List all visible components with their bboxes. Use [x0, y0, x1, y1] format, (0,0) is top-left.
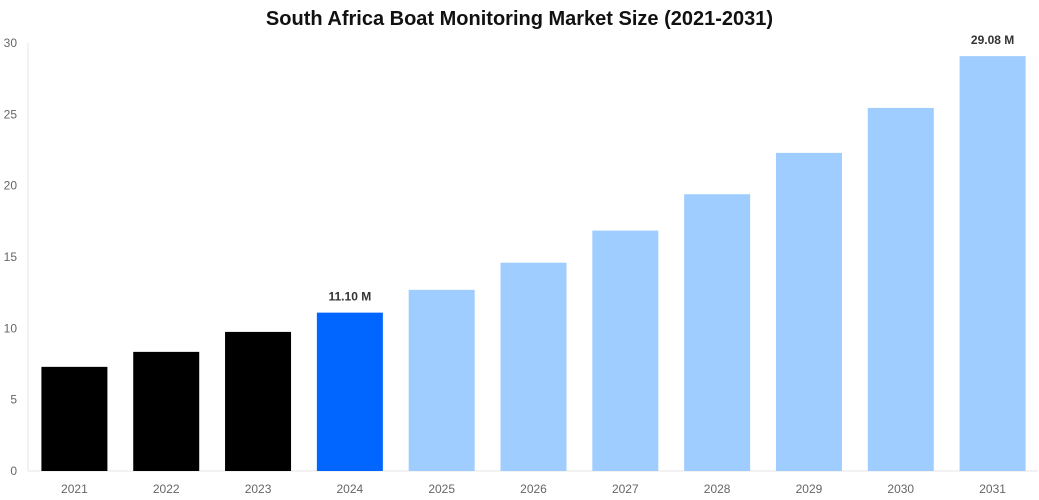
x-tick-label: 2031: [979, 482, 1006, 496]
bar-2022: [133, 351, 200, 471]
y-tick-label: 0: [10, 464, 17, 478]
chart-title: South Africa Boat Monitoring Market Size…: [265, 8, 774, 30]
x-tick-label: 2030: [887, 482, 914, 496]
x-tick-label: 2021: [61, 482, 88, 496]
bar-2029: [775, 152, 842, 471]
x-tick-label: 2028: [704, 482, 731, 496]
bar-2023: [225, 331, 292, 471]
x-tick-label: 2026: [520, 482, 547, 496]
bar-2024: [316, 312, 383, 471]
y-tick-label: 30: [4, 36, 18, 50]
data-label: 29.08 M: [971, 33, 1014, 47]
y-tick-label: 15: [4, 250, 18, 264]
bar-2026: [500, 262, 567, 471]
y-tick-label: 10: [4, 321, 18, 335]
bar-2021: [41, 366, 108, 471]
x-tick-label: 2023: [245, 482, 272, 496]
bar-2030: [867, 107, 934, 471]
bar-2025: [408, 289, 475, 471]
x-tick-label: 2027: [612, 482, 639, 496]
y-tick-label: 5: [10, 393, 17, 407]
y-tick-label: 25: [4, 107, 18, 121]
data-label: 11.10 M: [329, 290, 372, 304]
y-tick-label: 20: [4, 179, 18, 193]
x-tick-label: 2024: [337, 482, 364, 496]
x-tick-label: 2029: [796, 482, 823, 496]
bar-2027: [592, 230, 659, 471]
bar-2031: [959, 56, 1026, 471]
x-tick-label: 2022: [153, 482, 180, 496]
x-tick-label: 2025: [428, 482, 455, 496]
bar-2028: [684, 194, 751, 471]
